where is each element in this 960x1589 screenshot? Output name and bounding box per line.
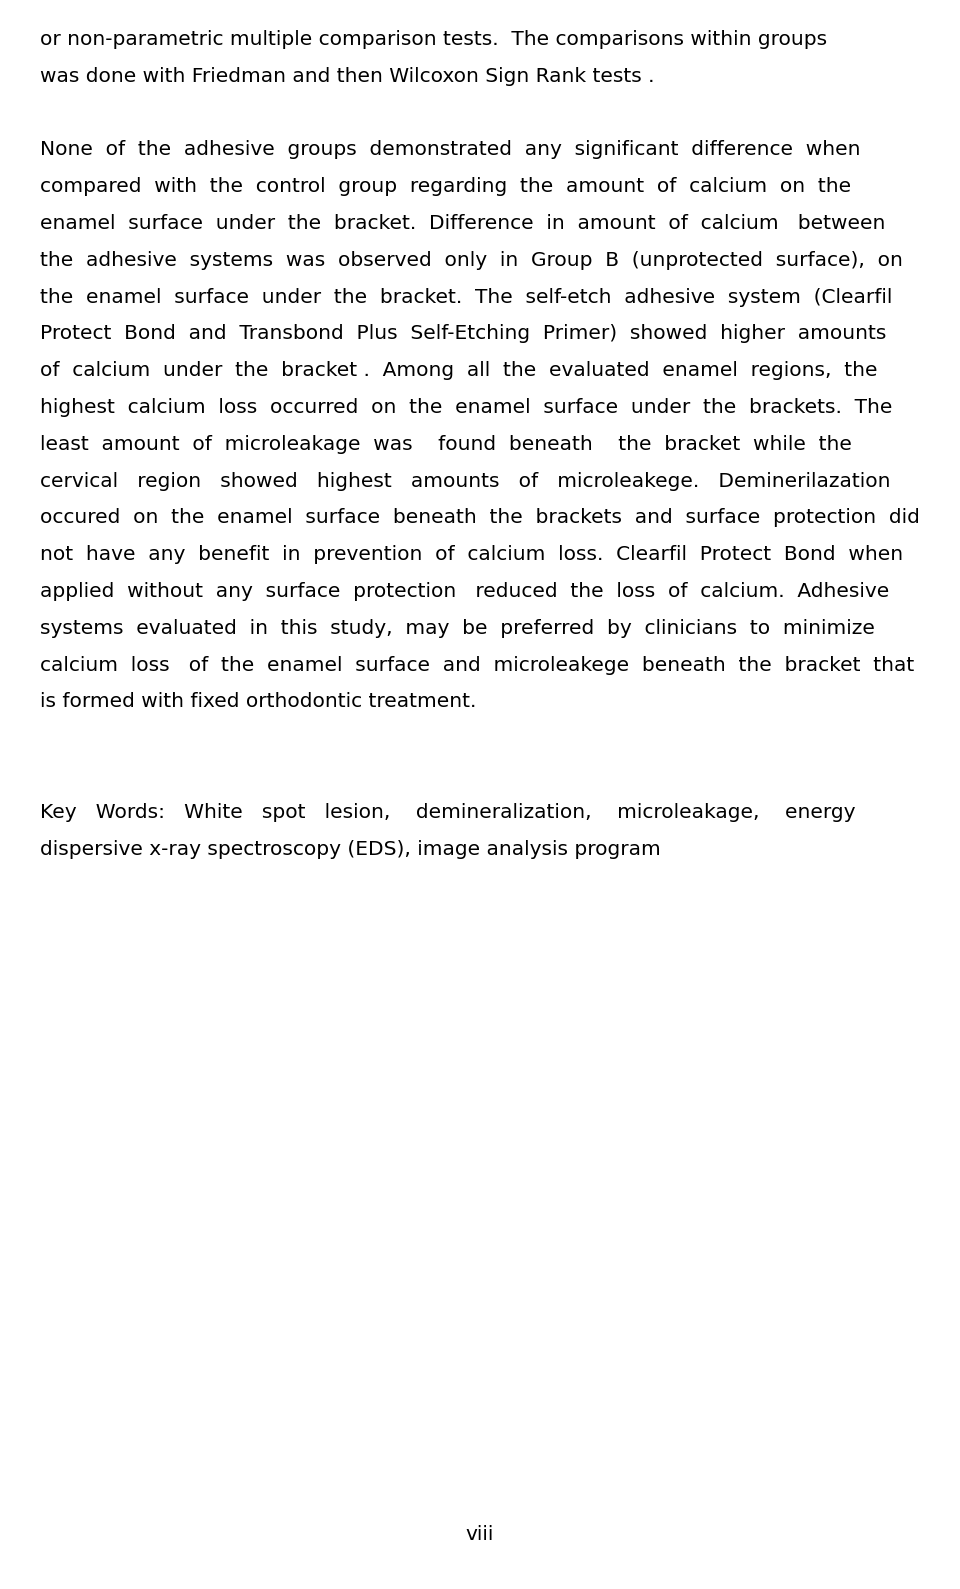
Text: not  have  any  benefit  in  prevention  of  calcium  loss.  Clearfil  Protect  : not have any benefit in prevention of ca…: [40, 545, 903, 564]
Text: applied  without  any  surface  protection   reduced  the  loss  of  calcium.  A: applied without any surface protection r…: [40, 582, 889, 601]
Text: cervical   region   showed   highest   amounts   of   microleakege.   Deminerila: cervical region showed highest amounts o…: [40, 472, 891, 491]
Text: least  amount  of  microleakage  was    found  beneath    the  bracket  while  t: least amount of microleakage was found b…: [40, 435, 852, 454]
Text: systems  evaluated  in  this  study,  may  be  preferred  by  clinicians  to  mi: systems evaluated in this study, may be …: [40, 618, 875, 637]
Text: Protect  Bond  and  Transbond  Plus  Self-Etching  Primer)  showed  higher  amou: Protect Bond and Transbond Plus Self-Etc…: [40, 324, 886, 343]
Text: None  of  the  adhesive  groups  demonstrated  any  significant  difference  whe: None of the adhesive groups demonstrated…: [40, 140, 860, 159]
Text: enamel  surface  under  the  bracket.  Difference  in  amount  of  calcium   bet: enamel surface under the bracket. Differ…: [40, 215, 885, 234]
Text: of  calcium  under  the  bracket .  Among  all  the  evaluated  enamel  regions,: of calcium under the bracket . Among all…: [40, 361, 877, 380]
Text: occured  on  the  enamel  surface  beneath  the  brackets  and  surface  protect: occured on the enamel surface beneath th…: [40, 508, 920, 528]
Text: is formed with fixed orthodontic treatment.: is formed with fixed orthodontic treatme…: [40, 693, 476, 712]
Text: the  adhesive  systems  was  observed  only  in  Group  B  (unprotected  surface: the adhesive systems was observed only i…: [40, 251, 902, 270]
Text: viii: viii: [466, 1525, 494, 1545]
Text: calcium  loss   of  the  enamel  surface  and  microleakege  beneath  the  brack: calcium loss of the enamel surface and m…: [40, 656, 914, 675]
Text: compared  with  the  control  group  regarding  the  amount  of  calcium  on  th: compared with the control group regardin…: [40, 178, 852, 195]
Text: highest  calcium  loss  occurred  on  the  enamel  surface  under  the  brackets: highest calcium loss occurred on the ena…: [40, 399, 893, 416]
Text: the  enamel  surface  under  the  bracket.  The  self-etch  adhesive  system  (C: the enamel surface under the bracket. Th…: [40, 288, 893, 307]
Text: was done with Friedman and then Wilcoxon Sign Rank tests .: was done with Friedman and then Wilcoxon…: [40, 67, 655, 86]
Text: dispersive x-ray spectroscopy (EDS), image analysis program: dispersive x-ray spectroscopy (EDS), ima…: [40, 839, 660, 858]
Text: or non-parametric multiple comparison tests.  The comparisons within groups: or non-parametric multiple comparison te…: [40, 30, 828, 49]
Text: Key   Words:   White   spot   lesion,    demineralization,    microleakage,    e: Key Words: White spot lesion, deminerali…: [40, 802, 855, 822]
